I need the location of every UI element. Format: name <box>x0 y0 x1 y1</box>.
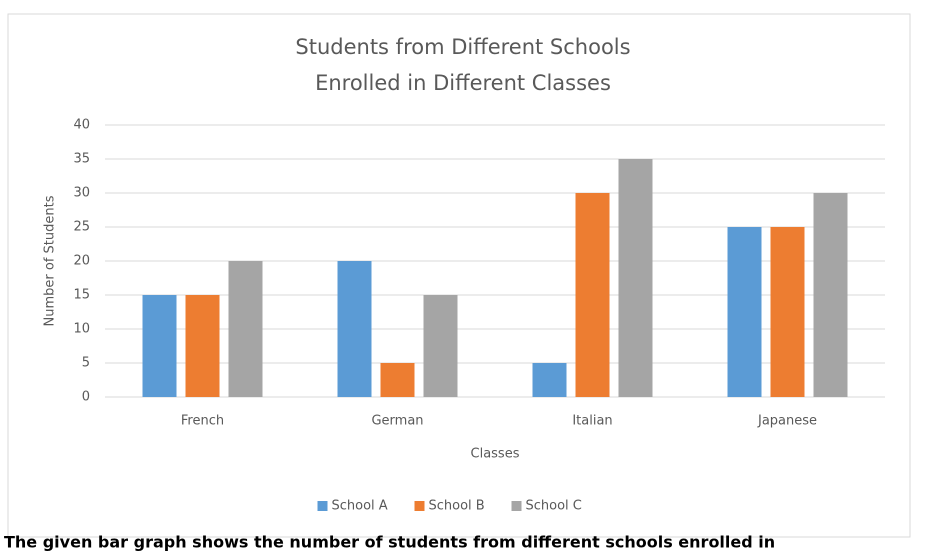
y-tick-label: 5 <box>82 356 90 371</box>
y-tick-label: 25 <box>73 220 90 235</box>
caption: The given bar graph shows the number of … <box>4 533 775 552</box>
x-tick-label: Japanese <box>757 414 817 429</box>
y-tick-label: 40 <box>73 118 90 133</box>
legend-swatch <box>317 501 328 511</box>
bar <box>380 363 415 397</box>
legend-label: School B <box>429 499 485 514</box>
bar <box>532 363 567 397</box>
chart-title: Enrolled in Different Classes <box>315 71 611 95</box>
y-tick-label: 20 <box>73 254 90 269</box>
x-tick-label: German <box>371 414 423 429</box>
legend-label: School A <box>332 499 388 514</box>
chart-title: Students from Different Schools <box>295 35 630 59</box>
bar <box>228 261 263 397</box>
bar <box>727 227 762 397</box>
y-tick-label: 10 <box>73 322 90 337</box>
y-tick-label: 35 <box>73 152 90 167</box>
bar <box>423 295 458 397</box>
y-tick-label: 0 <box>82 390 90 405</box>
legend-label: School C <box>526 499 582 514</box>
bar <box>575 193 610 397</box>
bar <box>813 193 848 397</box>
bar <box>185 295 220 397</box>
y-tick-label: 15 <box>73 288 90 303</box>
bar <box>142 295 177 397</box>
legend-swatch <box>511 501 522 511</box>
y-tick-label: 30 <box>73 186 90 201</box>
x-tick-label: Italian <box>572 414 612 429</box>
legend-swatch <box>414 501 425 511</box>
bar <box>337 261 372 397</box>
x-axis-title: Classes <box>471 447 520 462</box>
x-tick-label: French <box>181 414 224 429</box>
bar <box>618 159 653 397</box>
y-axis-title: Number of Students <box>43 195 58 326</box>
bar <box>770 227 805 397</box>
